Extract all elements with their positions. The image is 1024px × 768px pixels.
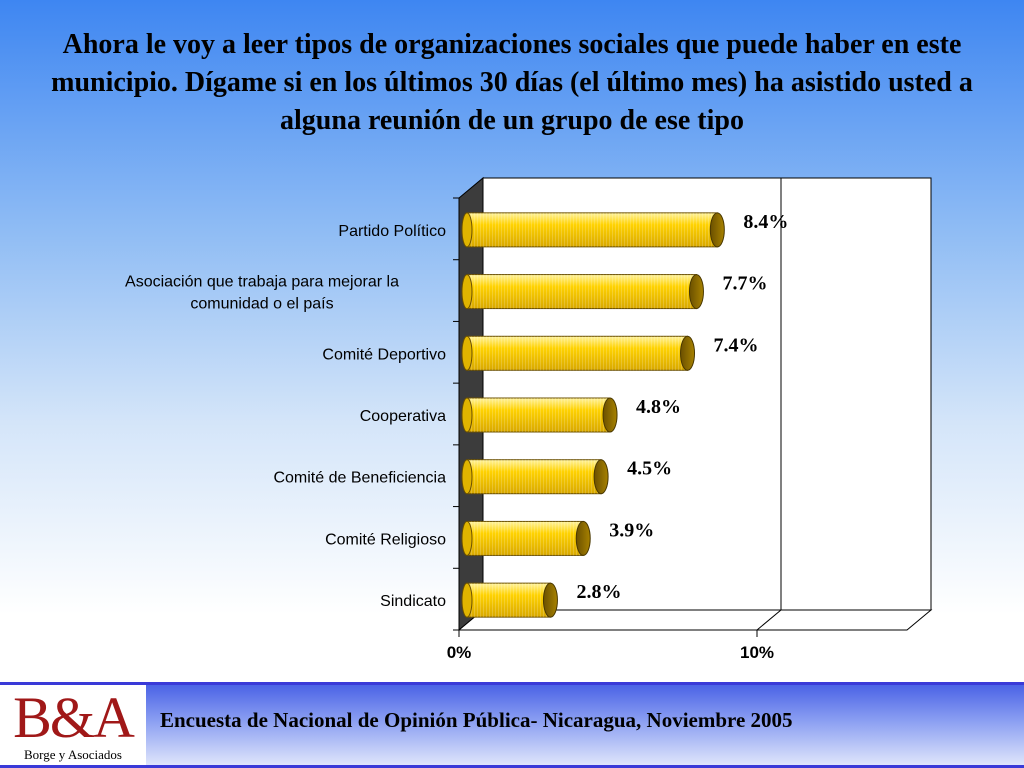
bar-start-cap: [461, 274, 473, 310]
logo-subtitle: Borge y Asociados: [24, 747, 122, 762]
bar-0: [461, 212, 725, 248]
footer-bar: B&A Borge y Asociados Encuesta de Nacion…: [0, 682, 1024, 768]
bar-3: [461, 397, 618, 433]
bar-series: [461, 212, 725, 618]
category-label: Comité de Beneficiencia: [273, 470, 446, 487]
footer-top-rule: [0, 682, 1024, 685]
bar-4: [461, 459, 609, 495]
bar-6: [461, 582, 558, 618]
bar-start-cap: [461, 397, 473, 433]
footer-bottom-rule: [0, 765, 1024, 768]
category-label: Comité Deportivo: [322, 346, 446, 363]
bar-texture: [467, 336, 688, 371]
bar-start-cap: [461, 582, 473, 618]
bar-texture: [467, 583, 551, 618]
category-labels: 8.4% Partido Político 7.7% Asociación que t…: [125, 211, 788, 610]
logo-mark: B&A: [13, 685, 135, 750]
bar-chart: 8.4% Partido Político 7.7% Asociación que t…: [125, 176, 933, 662]
x-tick-label: 0%: [447, 643, 472, 662]
category-label: Partido Político: [338, 223, 446, 240]
bar-end-cap: [709, 212, 725, 248]
category-label: Asociación que trabaja para mejorar la: [125, 274, 399, 291]
value-label: 4.5%: [627, 458, 672, 480]
x-tick-label: 10%: [740, 643, 774, 662]
value-label: 3.9%: [609, 519, 654, 541]
value-label: 7.4%: [714, 334, 759, 356]
bar-end-cap: [542, 582, 558, 618]
x-axis: 0% 10%: [447, 197, 774, 662]
value-label: 7.7%: [722, 273, 767, 295]
bar-texture: [467, 212, 718, 247]
bar-5: [461, 520, 591, 556]
floor-gridline-10: [756, 609, 782, 631]
bar-texture: [467, 398, 611, 432]
bar-start-cap: [461, 520, 473, 556]
value-label: 2.8%: [576, 581, 621, 603]
bar-start-cap: [461, 335, 473, 371]
bar-end-cap: [593, 459, 609, 495]
value-label: 8.4%: [743, 211, 788, 233]
bar-start-cap: [461, 212, 473, 248]
bar-start-cap: [461, 459, 473, 495]
company-logo: B&A Borge y Asociados: [0, 685, 146, 765]
bar-texture: [467, 521, 584, 556]
bar-2: [461, 335, 696, 371]
category-label: Cooperativa: [360, 408, 446, 425]
bar-end-cap: [602, 397, 618, 433]
value-label: 4.8%: [636, 396, 681, 418]
bar-end-cap: [688, 274, 704, 310]
footer-band: [146, 685, 1024, 765]
bar-end-cap: [680, 335, 696, 371]
bar-end-cap: [575, 520, 591, 556]
bar-texture: [467, 274, 697, 309]
slide-title: Ahora le voy a leer tipos de organizacio…: [51, 29, 973, 136]
category-label: Sindicato: [380, 593, 446, 610]
bar-1: [461, 274, 704, 310]
category-label: Comité Religioso: [325, 531, 446, 548]
category-label: comunidad o el país: [190, 296, 333, 313]
bar-texture: [467, 459, 602, 494]
footer-survey-title: Encuesta de Nacional de Opinión Pública-…: [160, 708, 793, 732]
